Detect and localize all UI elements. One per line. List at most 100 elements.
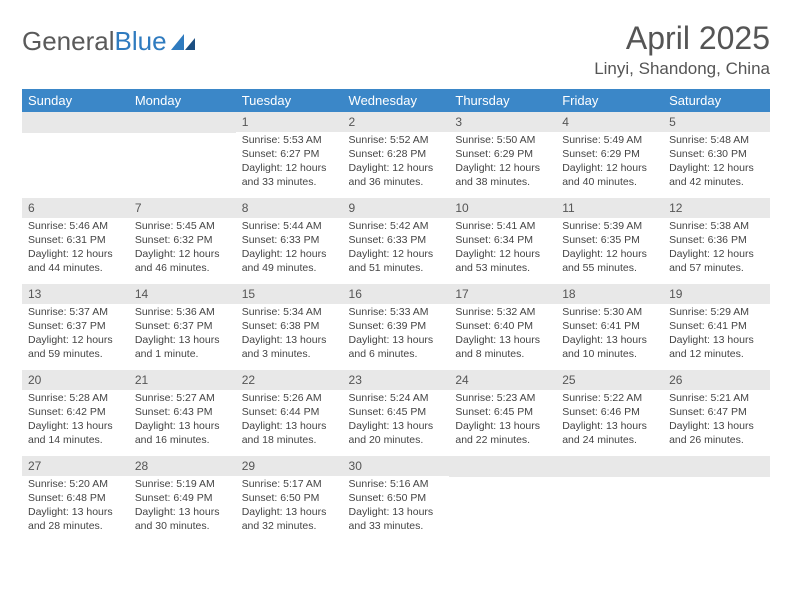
daylight-text: Daylight: 13 hours and 32 minutes. <box>242 506 337 534</box>
sunrise-text: Sunrise: 5:38 AM <box>669 220 764 234</box>
sunrise-text: Sunrise: 5:27 AM <box>135 392 230 406</box>
brand-part1: General <box>22 26 115 56</box>
sunrise-text: Sunrise: 5:32 AM <box>455 306 550 320</box>
day-number: 12 <box>663 198 770 218</box>
brand-text: GeneralBlue <box>22 26 167 57</box>
day-number: 19 <box>663 284 770 304</box>
sunrise-text: Sunrise: 5:34 AM <box>242 306 337 320</box>
day-content: Sunrise: 5:45 AMSunset: 6:32 PMDaylight:… <box>129 218 236 279</box>
sunset-text: Sunset: 6:29 PM <box>562 148 657 162</box>
day-content: Sunrise: 5:46 AMSunset: 6:31 PMDaylight:… <box>22 218 129 279</box>
location: Linyi, Shandong, China <box>594 59 770 79</box>
daylight-text: Daylight: 13 hours and 1 minute. <box>135 334 230 362</box>
calendar-day-cell: 18Sunrise: 5:30 AMSunset: 6:41 PMDayligh… <box>556 284 663 370</box>
weekday-header: Tuesday <box>236 89 343 112</box>
day-content: Sunrise: 5:17 AMSunset: 6:50 PMDaylight:… <box>236 476 343 537</box>
sunrise-text: Sunrise: 5:26 AM <box>242 392 337 406</box>
calendar-day-cell: 13Sunrise: 5:37 AMSunset: 6:37 PMDayligh… <box>22 284 129 370</box>
day-number: 23 <box>343 370 450 390</box>
sunrise-text: Sunrise: 5:53 AM <box>242 134 337 148</box>
calendar-week-row: 20Sunrise: 5:28 AMSunset: 6:42 PMDayligh… <box>22 370 770 456</box>
sunrise-text: Sunrise: 5:33 AM <box>349 306 444 320</box>
calendar-day-cell: 17Sunrise: 5:32 AMSunset: 6:40 PMDayligh… <box>449 284 556 370</box>
day-number: 6 <box>22 198 129 218</box>
day-number: 18 <box>556 284 663 304</box>
calendar-day-cell <box>129 112 236 198</box>
weekday-header: Saturday <box>663 89 770 112</box>
calendar-day-cell: 7Sunrise: 5:45 AMSunset: 6:32 PMDaylight… <box>129 198 236 284</box>
calendar-week-row: 13Sunrise: 5:37 AMSunset: 6:37 PMDayligh… <box>22 284 770 370</box>
sunrise-text: Sunrise: 5:16 AM <box>349 478 444 492</box>
sunset-text: Sunset: 6:48 PM <box>28 492 123 506</box>
day-content: Sunrise: 5:23 AMSunset: 6:45 PMDaylight:… <box>449 390 556 451</box>
sunset-text: Sunset: 6:41 PM <box>562 320 657 334</box>
sunrise-text: Sunrise: 5:19 AM <box>135 478 230 492</box>
calendar-day-cell: 10Sunrise: 5:41 AMSunset: 6:34 PMDayligh… <box>449 198 556 284</box>
daylight-text: Daylight: 13 hours and 33 minutes. <box>349 506 444 534</box>
brand-part2: Blue <box>115 26 167 56</box>
day-content: Sunrise: 5:36 AMSunset: 6:37 PMDaylight:… <box>129 304 236 365</box>
calendar-week-row: 1Sunrise: 5:53 AMSunset: 6:27 PMDaylight… <box>22 112 770 198</box>
daylight-text: Daylight: 13 hours and 20 minutes. <box>349 420 444 448</box>
day-number: 29 <box>236 456 343 476</box>
sail-icon <box>171 32 197 52</box>
sunrise-text: Sunrise: 5:20 AM <box>28 478 123 492</box>
day-number: 16 <box>343 284 450 304</box>
header: GeneralBlue April 2025 Linyi, Shandong, … <box>22 20 770 79</box>
weekday-header: Wednesday <box>343 89 450 112</box>
weekday-header-row: Sunday Monday Tuesday Wednesday Thursday… <box>22 89 770 112</box>
day-content: Sunrise: 5:16 AMSunset: 6:50 PMDaylight:… <box>343 476 450 537</box>
daylight-text: Daylight: 12 hours and 42 minutes. <box>669 162 764 190</box>
day-number: 20 <box>22 370 129 390</box>
sunset-text: Sunset: 6:37 PM <box>135 320 230 334</box>
weekday-header: Thursday <box>449 89 556 112</box>
day-content: Sunrise: 5:32 AMSunset: 6:40 PMDaylight:… <box>449 304 556 365</box>
sunset-text: Sunset: 6:49 PM <box>135 492 230 506</box>
daylight-text: Daylight: 12 hours and 53 minutes. <box>455 248 550 276</box>
day-content: Sunrise: 5:24 AMSunset: 6:45 PMDaylight:… <box>343 390 450 451</box>
calendar-day-cell <box>556 456 663 542</box>
sunset-text: Sunset: 6:33 PM <box>349 234 444 248</box>
day-number: 4 <box>556 112 663 132</box>
day-content: Sunrise: 5:22 AMSunset: 6:46 PMDaylight:… <box>556 390 663 451</box>
calendar-day-cell: 6Sunrise: 5:46 AMSunset: 6:31 PMDaylight… <box>22 198 129 284</box>
calendar-day-cell: 22Sunrise: 5:26 AMSunset: 6:44 PMDayligh… <box>236 370 343 456</box>
day-content: Sunrise: 5:52 AMSunset: 6:28 PMDaylight:… <box>343 132 450 193</box>
calendar-week-row: 27Sunrise: 5:20 AMSunset: 6:48 PMDayligh… <box>22 456 770 542</box>
day-number: 11 <box>556 198 663 218</box>
day-content: Sunrise: 5:38 AMSunset: 6:36 PMDaylight:… <box>663 218 770 279</box>
calendar-day-cell <box>663 456 770 542</box>
daylight-text: Daylight: 13 hours and 16 minutes. <box>135 420 230 448</box>
calendar-body: 1Sunrise: 5:53 AMSunset: 6:27 PMDaylight… <box>22 112 770 542</box>
calendar-day-cell: 1Sunrise: 5:53 AMSunset: 6:27 PMDaylight… <box>236 112 343 198</box>
day-content: Sunrise: 5:20 AMSunset: 6:48 PMDaylight:… <box>22 476 129 537</box>
daylight-text: Daylight: 13 hours and 14 minutes. <box>28 420 123 448</box>
daylight-text: Daylight: 13 hours and 28 minutes. <box>28 506 123 534</box>
sunrise-text: Sunrise: 5:17 AM <box>242 478 337 492</box>
day-number: 30 <box>343 456 450 476</box>
daylight-text: Daylight: 12 hours and 55 minutes. <box>562 248 657 276</box>
sunset-text: Sunset: 6:45 PM <box>455 406 550 420</box>
calendar-day-cell: 15Sunrise: 5:34 AMSunset: 6:38 PMDayligh… <box>236 284 343 370</box>
daylight-text: Daylight: 12 hours and 59 minutes. <box>28 334 123 362</box>
day-content: Sunrise: 5:34 AMSunset: 6:38 PMDaylight:… <box>236 304 343 365</box>
daylight-text: Daylight: 13 hours and 8 minutes. <box>455 334 550 362</box>
day-number: 10 <box>449 198 556 218</box>
calendar-day-cell: 20Sunrise: 5:28 AMSunset: 6:42 PMDayligh… <box>22 370 129 456</box>
calendar-day-cell: 28Sunrise: 5:19 AMSunset: 6:49 PMDayligh… <box>129 456 236 542</box>
day-content: Sunrise: 5:21 AMSunset: 6:47 PMDaylight:… <box>663 390 770 451</box>
day-number: 9 <box>343 198 450 218</box>
calendar-day-cell: 4Sunrise: 5:49 AMSunset: 6:29 PMDaylight… <box>556 112 663 198</box>
sunrise-text: Sunrise: 5:41 AM <box>455 220 550 234</box>
sunrise-text: Sunrise: 5:37 AM <box>28 306 123 320</box>
day-number-empty <box>663 456 770 477</box>
sunset-text: Sunset: 6:27 PM <box>242 148 337 162</box>
day-number: 22 <box>236 370 343 390</box>
calendar-day-cell: 29Sunrise: 5:17 AMSunset: 6:50 PMDayligh… <box>236 456 343 542</box>
daylight-text: Daylight: 13 hours and 6 minutes. <box>349 334 444 362</box>
daylight-text: Daylight: 13 hours and 18 minutes. <box>242 420 337 448</box>
day-number: 21 <box>129 370 236 390</box>
sunrise-text: Sunrise: 5:39 AM <box>562 220 657 234</box>
title-block: April 2025 Linyi, Shandong, China <box>594 20 770 79</box>
daylight-text: Daylight: 12 hours and 51 minutes. <box>349 248 444 276</box>
